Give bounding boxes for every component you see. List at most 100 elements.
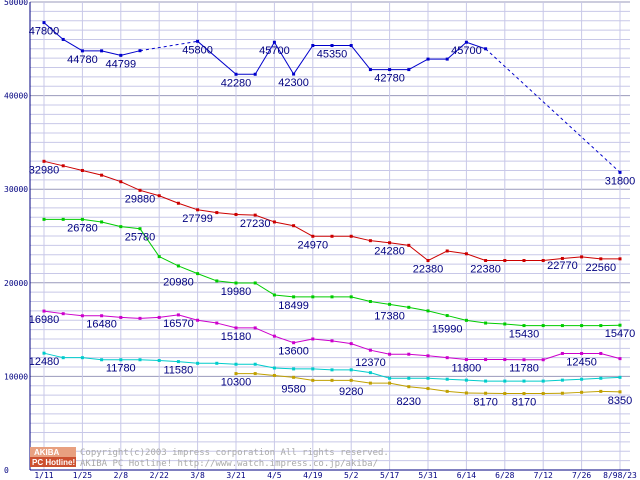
series-segment: [274, 294, 294, 298]
series-segment: [408, 386, 429, 390]
x-tick-label: 4/19: [303, 471, 322, 480]
data-point: [618, 170, 622, 174]
series-segment: [504, 323, 525, 327]
data-point: [196, 39, 200, 43]
x-tick-label: 3/8: [190, 471, 205, 480]
data-point: [580, 255, 584, 259]
data-point: [292, 72, 296, 76]
data-point: [311, 337, 315, 341]
data-point: [484, 391, 488, 395]
data-point: [522, 358, 526, 362]
logo-bottom-box: [30, 457, 76, 467]
data-point: [349, 44, 353, 48]
data-point: [61, 164, 65, 168]
data-label: 27230: [240, 218, 271, 230]
data-point: [119, 180, 123, 184]
data-label: 15990: [432, 323, 463, 335]
data-point: [100, 220, 104, 224]
data-point: [541, 392, 545, 396]
series-segment: [600, 376, 621, 379]
data-point: [407, 376, 411, 380]
data-label: 42780: [374, 73, 405, 85]
data-point: [388, 302, 392, 306]
data-point: [445, 356, 449, 360]
data-point: [272, 293, 276, 297]
series-segment: [447, 378, 467, 381]
series-segment: [101, 50, 121, 56]
data-point: [541, 324, 545, 328]
data-point: [522, 392, 526, 396]
series-segment: [408, 353, 429, 357]
data-point: [541, 379, 545, 383]
data-label: 31800: [605, 175, 636, 187]
data-point: [272, 373, 276, 377]
footer-logo: AKIBA PC Hotline!: [30, 447, 76, 467]
data-point: [157, 315, 161, 319]
series-segment: [82, 357, 102, 361]
data-label: 45350: [317, 49, 348, 61]
series-segment: [197, 273, 217, 282]
data-point: [176, 264, 180, 268]
data-point: [580, 351, 584, 355]
data-point: [388, 68, 392, 72]
data-point: [464, 252, 468, 256]
data-point: [599, 324, 603, 328]
data-point: [388, 241, 392, 245]
data-point: [522, 379, 526, 383]
data-point: [464, 378, 468, 382]
data-point: [253, 281, 257, 285]
data-label: 19980: [221, 286, 252, 298]
data-label: 44799: [106, 58, 137, 70]
series-segment: [101, 174, 121, 183]
series-segment: [427, 377, 448, 380]
series-segment: [82, 218, 102, 223]
x-axis-ticks: 1/11 1/25 2/8 2/22 3/8 3/21 4/5 4/19 5/2 5/17 5/31…: [34, 471, 637, 480]
data-point: [503, 358, 507, 362]
series-layer: [42, 21, 622, 396]
data-point: [138, 358, 142, 362]
data-point: [138, 49, 142, 53]
data-point: [119, 315, 123, 319]
data-point: [61, 312, 65, 316]
series-segment: [43, 352, 64, 359]
data-point: [426, 387, 430, 391]
series-segment: [351, 369, 371, 374]
data-label: 22380: [470, 264, 501, 276]
data-label: 22770: [547, 260, 578, 272]
series-segment: [63, 165, 83, 171]
data-label: 15430: [509, 329, 540, 341]
data-label: 12370: [355, 357, 386, 369]
series-segment: [312, 338, 333, 342]
series-segment: [120, 50, 141, 56]
data-point: [407, 352, 411, 356]
data-point: [522, 324, 526, 328]
data-label: 27799: [182, 213, 213, 225]
series-segment: [485, 48, 621, 173]
data-point: [330, 44, 334, 48]
series-red: [42, 159, 622, 263]
series-segment: [255, 214, 275, 223]
data-label: 45700: [259, 45, 290, 57]
series-segment: [331, 340, 352, 345]
data-point: [580, 324, 584, 328]
data-point: [157, 255, 161, 259]
data-point: [368, 68, 372, 72]
series-segment: [562, 378, 582, 381]
series-segment: [255, 373, 275, 376]
data-label: 15180: [221, 331, 252, 343]
data-point: [560, 256, 564, 260]
data-label: 17380: [374, 310, 405, 322]
series-segment: [255, 363, 275, 369]
data-point: [234, 281, 238, 285]
series-segment: [562, 256, 582, 259]
data-label: 8170: [473, 397, 497, 409]
y-tick-label: 50000: [4, 0, 28, 7]
data-point: [176, 201, 180, 205]
data-point: [311, 234, 315, 238]
series-segment: [312, 368, 333, 371]
series-segment: [63, 313, 83, 317]
data-label: 18499: [278, 300, 309, 312]
series-segment: [216, 212, 237, 215]
data-label: 13600: [278, 346, 309, 358]
